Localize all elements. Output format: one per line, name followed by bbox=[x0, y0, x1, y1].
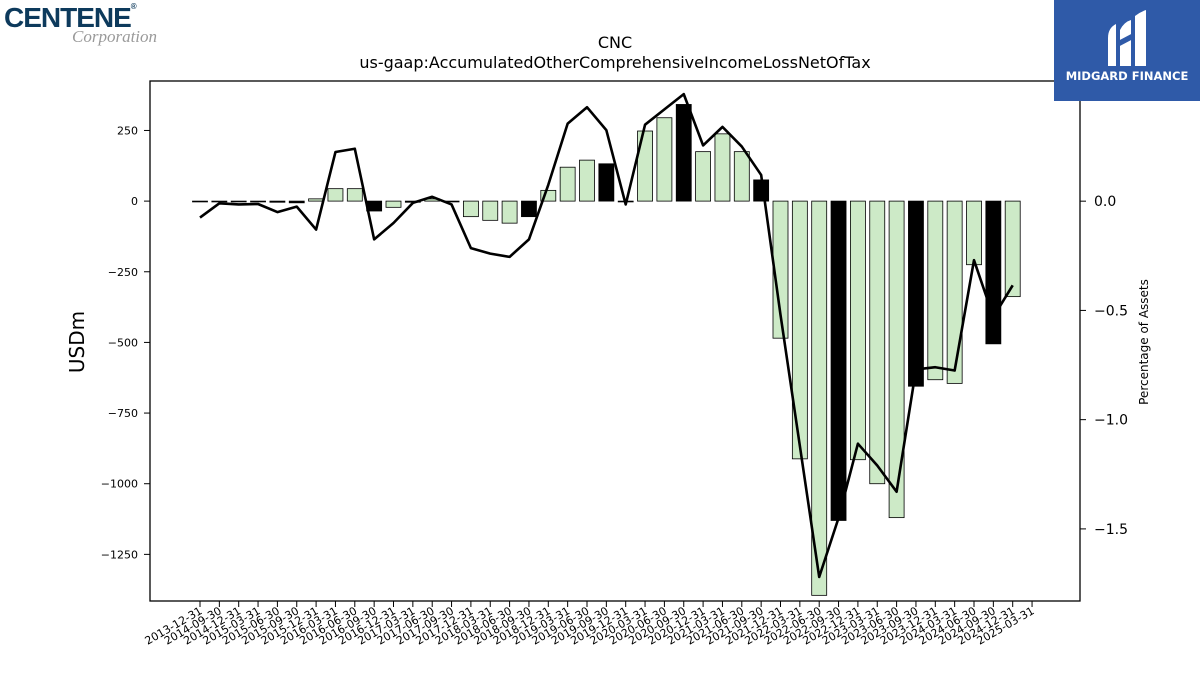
bar bbox=[501, 200, 518, 224]
bar bbox=[927, 200, 944, 381]
bar bbox=[288, 200, 305, 204]
chart-title: CNC bbox=[598, 33, 632, 52]
bar bbox=[985, 200, 1002, 345]
y2-tick-label: 0.0 bbox=[1094, 194, 1116, 210]
bar bbox=[579, 159, 595, 202]
bar bbox=[869, 200, 886, 485]
y-tick-label: −750 bbox=[108, 407, 138, 420]
bar bbox=[327, 188, 344, 202]
bar bbox=[850, 200, 866, 461]
bar bbox=[540, 189, 557, 202]
bar bbox=[250, 200, 266, 203]
y-axis-left: 250 0 −250 −500 −750 −1000 −1250 bbox=[101, 124, 150, 561]
centene-logo: CENTENE® Corporation bbox=[4, 2, 174, 50]
bar bbox=[830, 200, 847, 521]
plot-frame bbox=[149, 80, 1081, 602]
midgard-finance-name: MIDGARD FINANCE bbox=[1065, 69, 1189, 83]
bar bbox=[811, 200, 828, 596]
y-tick-label: −1250 bbox=[101, 548, 138, 561]
y-tick-label: −1000 bbox=[101, 478, 138, 491]
y-tick-label: −250 bbox=[108, 266, 138, 279]
bar bbox=[637, 130, 653, 202]
bar bbox=[714, 133, 731, 202]
bar bbox=[192, 200, 208, 203]
y2-axis-label: Percentage of Assets bbox=[1137, 279, 1151, 405]
registered-mark: ® bbox=[130, 2, 137, 11]
bar-series bbox=[192, 104, 1021, 596]
bar bbox=[791, 200, 808, 460]
bar bbox=[733, 151, 750, 202]
midgard-emblem-icon bbox=[1108, 10, 1146, 66]
y-axis-right: 0.50.0−0.5−1.0−1.5 bbox=[1080, 85, 1128, 538]
bar bbox=[598, 163, 615, 202]
bar bbox=[385, 200, 402, 208]
y-tick-label: 0 bbox=[131, 195, 138, 208]
bar bbox=[675, 104, 692, 202]
centene-logo-text: CENTENE bbox=[4, 2, 132, 33]
y2-tick-label: −1.0 bbox=[1094, 413, 1128, 429]
bar bbox=[908, 200, 924, 387]
bar bbox=[966, 200, 982, 266]
bar bbox=[211, 200, 228, 203]
bar bbox=[946, 200, 963, 384]
centene-logo-subtext: Corporation bbox=[72, 27, 158, 46]
bar bbox=[1004, 200, 1021, 298]
chart-subtitle: us-gaap:AccumulatedOtherComprehensiveInc… bbox=[359, 53, 870, 72]
y-tick-label: −500 bbox=[108, 336, 138, 349]
y-axis-label: USDm bbox=[65, 311, 89, 373]
bar bbox=[521, 200, 537, 218]
midgard-finance-logo: MIDGARD FINANCE bbox=[1054, 0, 1200, 101]
bar bbox=[695, 151, 711, 202]
bar bbox=[559, 166, 576, 202]
y2-tick-label: −1.5 bbox=[1094, 522, 1128, 538]
bar bbox=[269, 200, 286, 203]
line-series bbox=[199, 92, 1014, 579]
bar bbox=[462, 200, 479, 218]
bar bbox=[656, 117, 673, 202]
bar bbox=[308, 198, 325, 202]
bar bbox=[346, 188, 363, 202]
y-tick-label: 250 bbox=[117, 124, 138, 137]
bar bbox=[482, 200, 499, 221]
bar bbox=[230, 200, 247, 203]
x-axis: 2013-12-312014-09-302014-12-312015-03-31… bbox=[143, 601, 1037, 648]
bar bbox=[888, 200, 905, 519]
y2-tick-label: −0.5 bbox=[1094, 303, 1128, 319]
percentage-line bbox=[199, 92, 1014, 579]
